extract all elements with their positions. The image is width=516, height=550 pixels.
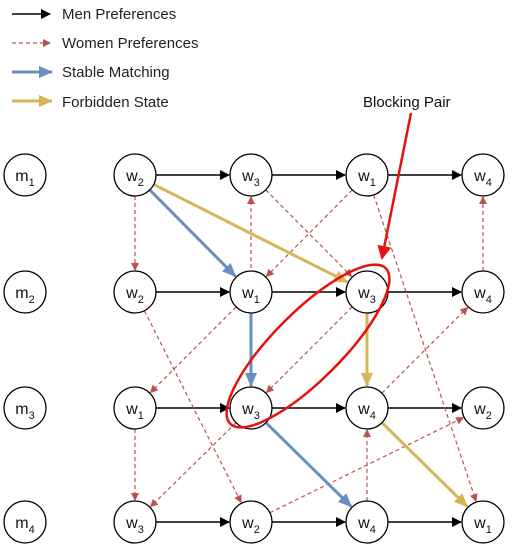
- node-label: w4: [473, 168, 492, 189]
- woman-node-w1: w1: [229, 270, 273, 314]
- woman-node-w1: w1: [113, 386, 157, 430]
- node-circle: [3, 500, 47, 544]
- node-label: m2: [15, 285, 34, 306]
- blocking-pair-arrow: [377, 112, 413, 260]
- blocking-pair-ellipse: [225, 263, 391, 429]
- woman-node-w4: w4: [461, 270, 505, 314]
- women-preference-edge: [381, 306, 469, 394]
- blocking-pair-label: Blocking Pair: [363, 94, 451, 111]
- stable-matching-edge: [148, 188, 237, 278]
- woman-node-w3: w3: [113, 500, 157, 544]
- node-circle: [3, 153, 47, 197]
- man-node-m1: m1: [3, 153, 47, 197]
- legend-label: Forbidden State: [62, 94, 169, 111]
- woman-node-w2: w2: [229, 500, 273, 544]
- legend: Men Preferences Women Preferences Stable…: [12, 6, 198, 111]
- node-label: w2: [241, 515, 260, 536]
- legend-label: Stable Matching: [62, 64, 170, 81]
- node-circle: [461, 500, 505, 544]
- woman-node-w2: w2: [113, 270, 157, 314]
- woman-node-w4: w4: [345, 386, 389, 430]
- node-circle: [461, 153, 505, 197]
- node-label: w4: [357, 515, 376, 536]
- node-label: w3: [357, 285, 376, 306]
- node-circle: [229, 386, 273, 430]
- man-node-m2: m2: [3, 270, 47, 314]
- women-preference-edge: [265, 189, 353, 278]
- node-label: w1: [241, 285, 260, 306]
- women-preference-edge: [265, 189, 353, 278]
- woman-node-w3: w3: [345, 270, 389, 314]
- node-label: w2: [125, 285, 144, 306]
- legend-forbidden-state: Forbidden State: [12, 94, 169, 111]
- women-preference-edge: [269, 417, 465, 514]
- node-label: m1: [15, 168, 34, 189]
- node-label: w1: [473, 515, 492, 536]
- edges-layer: [131, 170, 487, 527]
- node-label: w1: [125, 401, 144, 422]
- woman-node-w1: w1: [461, 500, 505, 544]
- node-circle: [113, 386, 157, 430]
- women-preference-edge: [373, 194, 478, 503]
- women-preference-edge: [149, 422, 237, 508]
- legend-women-preferences: Women Preferences: [12, 35, 198, 52]
- node-circle: [229, 153, 273, 197]
- node-circle: [113, 153, 157, 197]
- legend-men-preferences: Men Preferences: [12, 6, 176, 23]
- node-circle: [229, 270, 273, 314]
- man-node-m3: m3: [3, 386, 47, 430]
- node-circle: [345, 153, 389, 197]
- women-preference-edge: [149, 306, 237, 394]
- node-label: w2: [125, 168, 144, 189]
- node-label: m4: [15, 515, 34, 536]
- stable-matching-edge: [264, 421, 353, 508]
- legend-label: Men Preferences: [62, 6, 176, 23]
- woman-node-w4: w4: [461, 153, 505, 197]
- node-circle: [345, 386, 389, 430]
- woman-node-w2: w2: [113, 153, 157, 197]
- node-circle: [461, 270, 505, 314]
- node-circle: [229, 500, 273, 544]
- women-preference-edge: [143, 310, 242, 504]
- node-label: w2: [473, 401, 492, 422]
- legend-label: Women Preferences: [62, 35, 198, 52]
- woman-node-w3: w3: [229, 153, 273, 197]
- woman-node-w1: w1: [345, 153, 389, 197]
- man-node-m4: m4: [3, 500, 47, 544]
- node-label: m3: [15, 401, 34, 422]
- woman-node-w2: w2: [461, 386, 505, 430]
- node-circle: [345, 500, 389, 544]
- node-label: w3: [241, 168, 260, 189]
- node-label: w1: [357, 168, 376, 189]
- node-label: w4: [357, 401, 376, 422]
- node-label: w4: [473, 285, 492, 306]
- woman-node-w3: w3: [229, 386, 273, 430]
- men-column: m1 m2 m3 m4: [3, 153, 47, 544]
- forbidden-state-edge: [380, 421, 469, 508]
- node-label: w3: [125, 515, 144, 536]
- node-circle: [3, 386, 47, 430]
- node-circle: [461, 386, 505, 430]
- node-circle: [3, 270, 47, 314]
- women-preference-edge: [265, 306, 353, 394]
- preference-nodes: w2 w3 w1 w4 w2 w1 w3 w4 w1 w3 w4 w2 w3 w2 w4 w1: [113, 153, 505, 544]
- node-circle: [113, 270, 157, 314]
- node-circle: [113, 500, 157, 544]
- woman-node-w4: w4: [345, 500, 389, 544]
- node-label: w3: [241, 401, 260, 422]
- forbidden-state-edge: [153, 183, 349, 284]
- legend-stable-matching: Stable Matching: [12, 64, 170, 81]
